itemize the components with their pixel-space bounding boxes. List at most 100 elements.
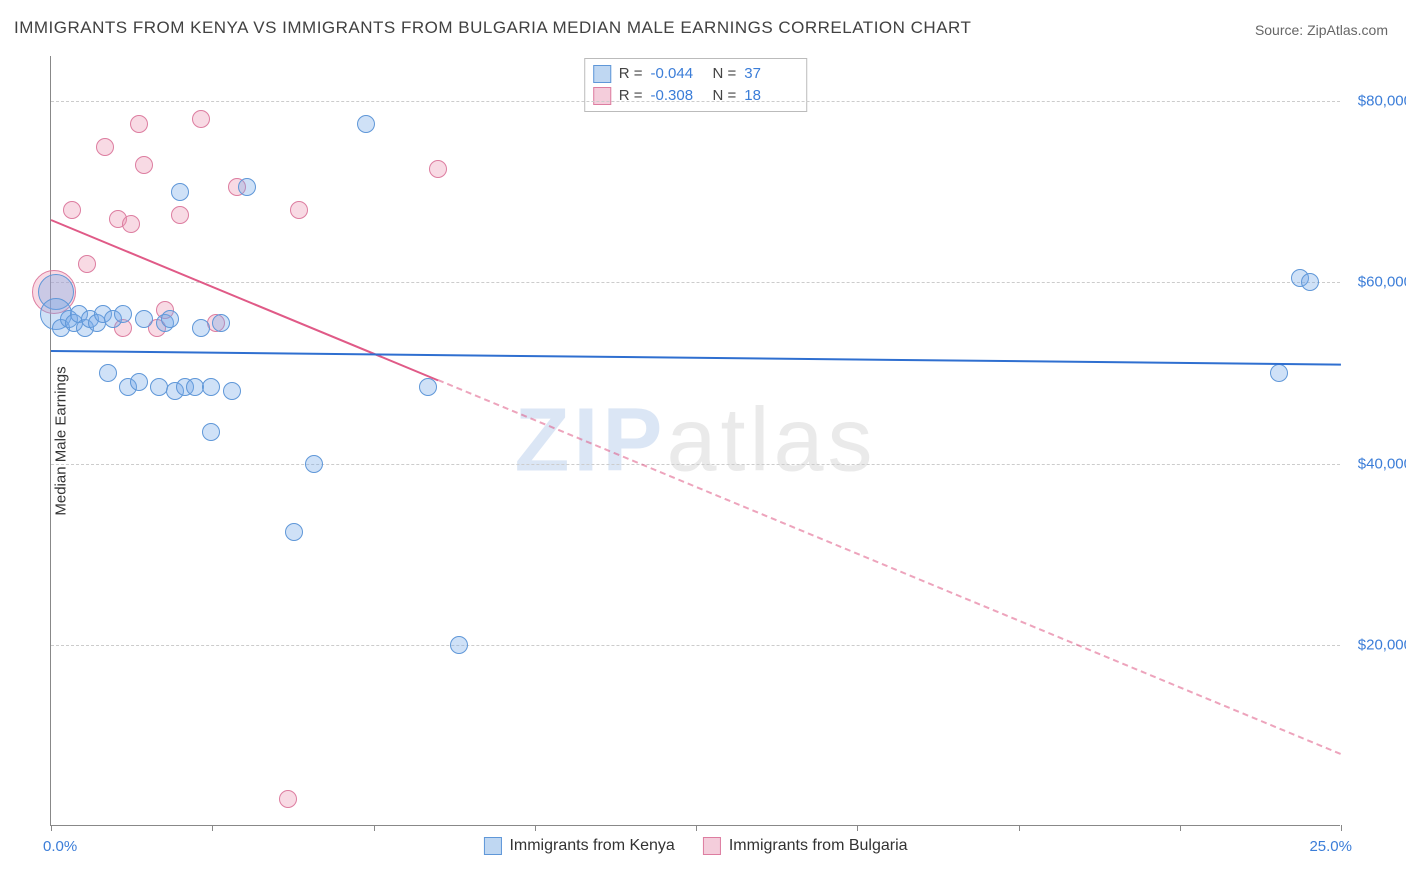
scatter-point-bulgaria xyxy=(192,110,210,128)
r-label-kenya: R = xyxy=(619,63,643,85)
scatter-point-kenya xyxy=(150,378,168,396)
x-tick xyxy=(374,825,375,831)
stats-legend: R = -0.044 N = 37 R = -0.308 N = 18 xyxy=(584,58,808,112)
scatter-point-kenya xyxy=(1291,269,1309,287)
scatter-point-bulgaria xyxy=(109,210,127,228)
swatch-kenya xyxy=(593,65,611,83)
scatter-point-kenya xyxy=(119,378,137,396)
r-value-kenya: -0.044 xyxy=(651,63,705,85)
watermark: ZIPatlas xyxy=(514,389,876,492)
n-label-bulgaria: N = xyxy=(713,85,737,107)
source-attribution: Source: ZipAtlas.com xyxy=(1255,22,1388,38)
scatter-point-kenya xyxy=(38,274,74,310)
scatter-point-bulgaria xyxy=(63,201,81,219)
scatter-point-kenya xyxy=(52,319,70,337)
scatter-point-bulgaria xyxy=(156,301,174,319)
y-axis-label: Median Male Earnings xyxy=(53,366,70,515)
y-tick-label: $40,000 xyxy=(1348,455,1406,472)
scatter-point-kenya xyxy=(70,305,88,323)
scatter-point-kenya xyxy=(238,178,256,196)
x-tick xyxy=(535,825,536,831)
trendline-bulgaria-dashed xyxy=(438,379,1342,755)
watermark-prefix: ZIP xyxy=(514,390,666,490)
legend-swatch-bulgaria xyxy=(703,837,721,855)
scatter-point-kenya xyxy=(156,314,174,332)
scatter-point-kenya xyxy=(99,364,117,382)
x-tick xyxy=(51,825,52,831)
scatter-point-kenya xyxy=(88,314,106,332)
x-tick xyxy=(212,825,213,831)
scatter-point-bulgaria xyxy=(122,215,140,233)
scatter-point-kenya xyxy=(81,310,99,328)
plot-area: Median Male Earnings ZIPatlas R = -0.044… xyxy=(50,56,1340,826)
scatter-point-kenya xyxy=(192,319,210,337)
scatter-point-kenya xyxy=(161,310,179,328)
scatter-point-bulgaria xyxy=(130,115,148,133)
scatter-point-bulgaria xyxy=(279,790,297,808)
scatter-point-bulgaria xyxy=(228,178,246,196)
scatter-point-bulgaria xyxy=(290,201,308,219)
gridline-h xyxy=(51,645,1340,646)
scatter-point-kenya xyxy=(212,314,230,332)
scatter-point-kenya xyxy=(171,183,189,201)
x-tick xyxy=(1341,825,1342,831)
legend-item-bulgaria: Immigrants from Bulgaria xyxy=(703,837,908,855)
trendline-bulgaria xyxy=(51,219,439,381)
scatter-point-kenya xyxy=(94,305,112,323)
scatter-point-bulgaria xyxy=(148,319,166,337)
x-tick xyxy=(1019,825,1020,831)
stats-row-kenya: R = -0.044 N = 37 xyxy=(593,63,799,85)
scatter-point-kenya xyxy=(40,298,72,330)
scatter-point-kenya xyxy=(1270,364,1288,382)
gridline-h xyxy=(51,282,1340,283)
swatch-bulgaria xyxy=(593,87,611,105)
scatter-point-bulgaria xyxy=(96,138,114,156)
trendline-kenya xyxy=(51,350,1341,366)
gridline-h xyxy=(51,464,1340,465)
scatter-point-kenya xyxy=(104,310,122,328)
series-legend: Immigrants from Kenya Immigrants from Bu… xyxy=(483,837,907,855)
scatter-point-bulgaria xyxy=(135,156,153,174)
scatter-point-kenya xyxy=(65,314,83,332)
scatter-point-bulgaria xyxy=(171,206,189,224)
scatter-point-kenya xyxy=(60,310,78,328)
scatter-point-kenya xyxy=(223,382,241,400)
scatter-point-kenya xyxy=(176,378,194,396)
scatter-point-kenya xyxy=(186,378,204,396)
scatter-point-kenya xyxy=(166,382,184,400)
scatter-point-kenya xyxy=(357,115,375,133)
n-value-bulgaria: 18 xyxy=(744,85,798,107)
scatter-point-bulgaria xyxy=(32,270,76,314)
scatter-point-kenya xyxy=(130,373,148,391)
scatter-point-kenya xyxy=(450,636,468,654)
legend-label-kenya: Immigrants from Kenya xyxy=(509,837,674,855)
scatter-point-kenya xyxy=(135,310,153,328)
r-label-bulgaria: R = xyxy=(619,85,643,107)
chart-title: IMMIGRANTS FROM KENYA VS IMMIGRANTS FROM… xyxy=(14,18,971,38)
scatter-point-kenya xyxy=(1301,273,1319,291)
x-tick xyxy=(1180,825,1181,831)
scatter-point-kenya xyxy=(419,378,437,396)
scatter-point-kenya xyxy=(114,305,132,323)
scatter-point-kenya xyxy=(202,378,220,396)
x-axis-min-label: 0.0% xyxy=(43,838,77,855)
y-tick-label: $60,000 xyxy=(1348,274,1406,291)
x-axis-max-label: 25.0% xyxy=(1309,838,1352,855)
scatter-point-bulgaria xyxy=(114,319,132,337)
scatter-point-kenya xyxy=(305,455,323,473)
n-label-kenya: N = xyxy=(713,63,737,85)
chart-container: IMMIGRANTS FROM KENYA VS IMMIGRANTS FROM… xyxy=(0,0,1406,892)
y-tick-label: $80,000 xyxy=(1348,93,1406,110)
legend-item-kenya: Immigrants from Kenya xyxy=(483,837,674,855)
legend-label-bulgaria: Immigrants from Bulgaria xyxy=(729,837,908,855)
scatter-point-kenya xyxy=(76,319,94,337)
x-tick xyxy=(857,825,858,831)
x-tick xyxy=(696,825,697,831)
scatter-point-bulgaria xyxy=(78,255,96,273)
r-value-bulgaria: -0.308 xyxy=(651,85,705,107)
legend-swatch-kenya xyxy=(483,837,501,855)
y-tick-label: $20,000 xyxy=(1348,636,1406,653)
n-value-kenya: 37 xyxy=(744,63,798,85)
scatter-point-kenya xyxy=(202,423,220,441)
scatter-point-bulgaria xyxy=(429,160,447,178)
